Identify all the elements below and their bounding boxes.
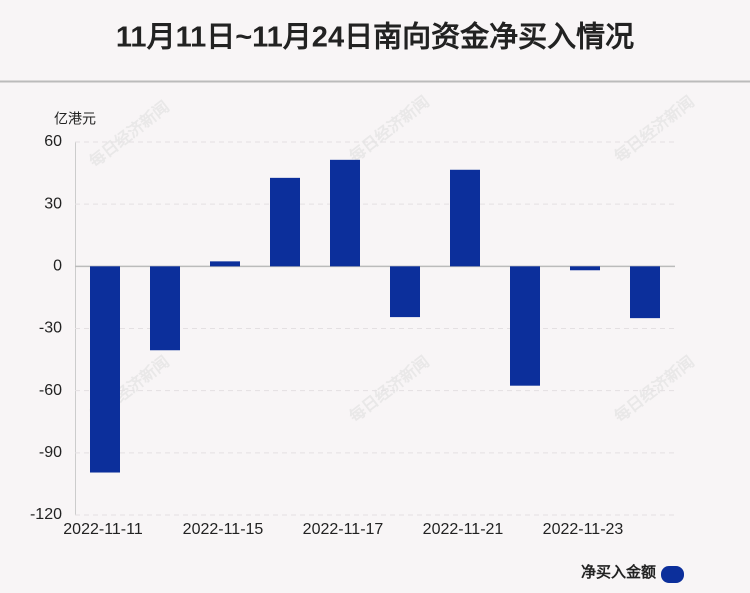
y-tick-label: 60 xyxy=(44,133,62,150)
legend-swatch xyxy=(661,566,684,583)
y-tick-label: -30 xyxy=(39,320,62,337)
bar xyxy=(390,266,420,318)
bar xyxy=(210,261,240,267)
chart-title: 11月11日~11月24日南向资金净买入情况 xyxy=(116,20,634,54)
bar xyxy=(450,169,480,267)
y-tick-label: 0 xyxy=(53,258,62,275)
x-tick-label: 2022-11-17 xyxy=(303,521,384,538)
y-tick-label: -90 xyxy=(39,444,62,461)
y-tick-label: 30 xyxy=(44,195,62,212)
bar xyxy=(150,266,180,351)
x-tick-label: 2022-11-21 xyxy=(423,521,504,538)
bar xyxy=(630,266,660,319)
bar xyxy=(330,159,360,267)
x-tick-label: 2022-11-23 xyxy=(543,521,624,538)
y-tick-label: -120 xyxy=(30,506,62,523)
bar xyxy=(510,266,540,386)
bar xyxy=(570,266,600,271)
y-tick-label: -60 xyxy=(39,382,62,399)
bar xyxy=(270,177,300,267)
y-axis-unit: 亿港元 xyxy=(54,111,96,127)
bar xyxy=(90,266,120,473)
x-tick-label: 2022-11-11 xyxy=(63,521,143,538)
legend-label: 净买入金额 xyxy=(581,563,656,581)
x-tick-label: 2022-11-15 xyxy=(183,521,264,538)
